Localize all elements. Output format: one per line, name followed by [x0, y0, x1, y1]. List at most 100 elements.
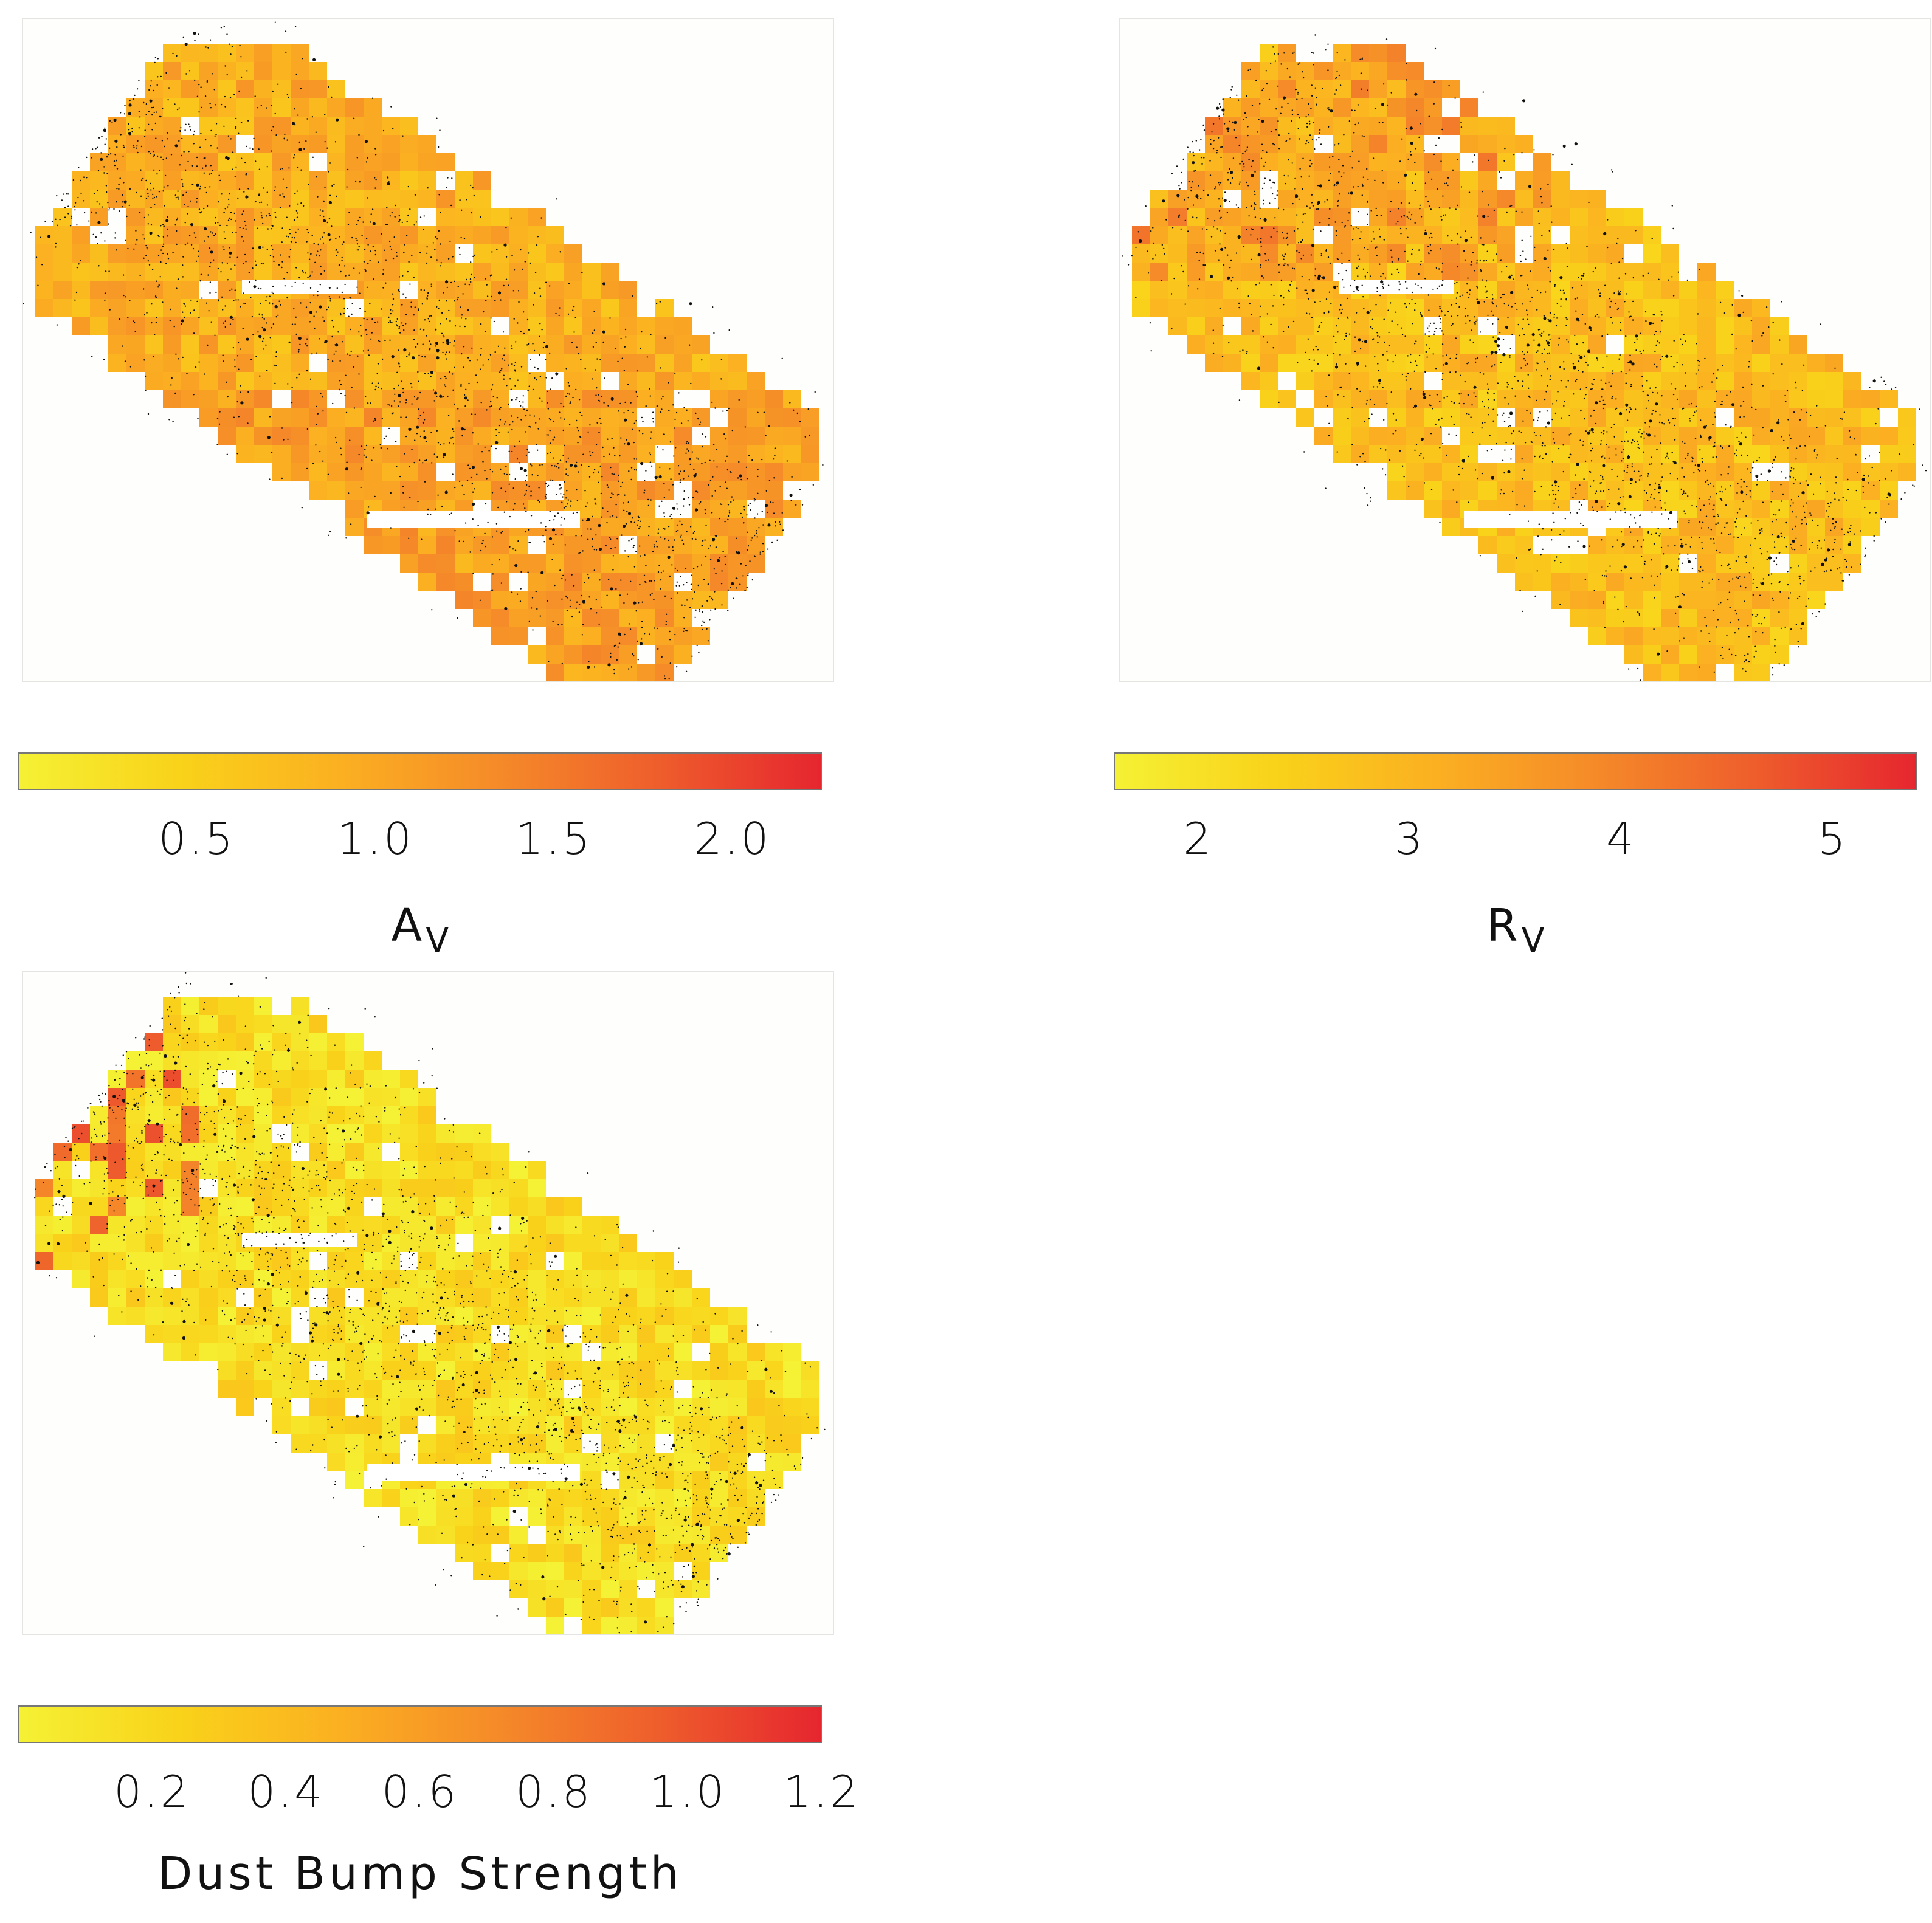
bump-map-pixel — [637, 1343, 655, 1361]
rv-map-pixel — [1369, 445, 1387, 463]
av-map-pixel — [637, 335, 655, 354]
av-map-pixel — [564, 554, 582, 573]
rv-map-pixel — [1533, 281, 1551, 299]
rv-map-pixel — [1168, 317, 1187, 335]
rv-map-pixel — [1752, 481, 1770, 500]
av-map-pixel — [655, 481, 674, 500]
av-map-pixel — [473, 226, 491, 244]
av-map-pixel — [181, 80, 199, 98]
bump-map-pixel — [364, 1088, 382, 1106]
rv-map-pixel — [1716, 445, 1734, 463]
bump-map-pixel — [509, 1197, 528, 1216]
av-map-pixel — [236, 427, 254, 445]
bump-map-pixel — [327, 1453, 345, 1471]
rv-map-pixel — [1515, 573, 1533, 591]
rv-map-pixel — [1387, 408, 1406, 427]
bump-map-pixel — [163, 1252, 181, 1270]
rv-map-pixel — [1789, 463, 1807, 481]
rv-chip-gap — [1464, 511, 1677, 528]
av-map-pixel — [327, 372, 345, 390]
rv-map-pixel — [1314, 171, 1333, 190]
av-map-pixel — [291, 317, 309, 335]
bump-map-pixel — [637, 1598, 655, 1617]
av-map-pixel — [655, 408, 674, 427]
bump-map-pixel — [126, 1307, 145, 1325]
bump-map-pixel — [728, 1471, 747, 1489]
rv-map-pixel — [1296, 263, 1314, 281]
bump-map-pixel — [455, 1161, 473, 1179]
rv-map-pixel — [1333, 62, 1351, 80]
bump-map-pixel — [564, 1598, 582, 1617]
av-map-pixel — [364, 190, 382, 208]
bump-map-pixel — [272, 1416, 291, 1434]
rv-map-pixel — [1497, 372, 1515, 390]
bump-map-pixel — [126, 1288, 145, 1307]
av-map-pixel — [364, 445, 382, 463]
rv-map-pixel — [1387, 135, 1406, 153]
rv-map-pixel — [1351, 117, 1369, 135]
av-map-pixel — [546, 627, 564, 645]
av-map-pixel — [655, 463, 674, 481]
rv-map-pixel — [1333, 153, 1351, 171]
rv-map-pixel — [1260, 226, 1278, 244]
rv-map-pixel — [1861, 390, 1880, 408]
bump-map-pixel — [364, 1361, 382, 1380]
bump-map-pixel — [382, 1416, 400, 1434]
bump-map-pixel — [601, 1562, 619, 1580]
av-map-pixel — [218, 317, 236, 335]
av-map-pixel — [145, 299, 163, 317]
bump-map-pixel — [601, 1398, 619, 1416]
rv-map-pixel — [1551, 190, 1570, 208]
av-map-pixel — [546, 664, 564, 681]
av-map-pixel — [145, 281, 163, 299]
bump-map-pixel — [72, 1143, 90, 1161]
av-map-pixel — [272, 354, 291, 372]
bump-title-main: Dust Bump Strength — [157, 1848, 683, 1900]
rv-map-pixel — [1697, 372, 1716, 390]
av-map-pixel — [218, 372, 236, 390]
bump-map-svg — [34, 972, 826, 1634]
av-map-pixel — [674, 335, 692, 354]
rv-map-pixel — [1752, 573, 1770, 591]
bump-map-pixel — [291, 1343, 309, 1361]
rv-tick-label: 5 — [1817, 813, 1848, 864]
rv-map-pixel — [1260, 44, 1278, 62]
av-tick-label: 0.5 — [158, 813, 236, 864]
rv-map-pixel — [1406, 372, 1424, 390]
bump-map-pixel — [345, 1361, 364, 1380]
bump-map-pixel — [546, 1562, 564, 1580]
bump-map-pixel — [436, 1197, 455, 1216]
av-map-pixel — [345, 463, 364, 481]
av-map-pixel — [181, 299, 199, 317]
av-map-pixel — [364, 463, 382, 481]
av-map-pixel — [400, 354, 418, 372]
av-map-pixel — [674, 536, 692, 554]
bump-map-pixel — [546, 1598, 564, 1617]
av-map-pixel — [400, 299, 418, 317]
bump-map-pixel — [163, 1033, 181, 1051]
av-map-pixel — [364, 536, 382, 554]
rv-map-pixel — [1260, 281, 1278, 299]
av-map-pixel — [35, 263, 53, 281]
rv-map-pixel — [1588, 354, 1606, 372]
rv-map-pixel — [1260, 354, 1278, 372]
rv-star-overlay — [1122, 34, 1927, 681]
rv-map-pixel — [1697, 317, 1716, 335]
av-map-pixel — [345, 445, 364, 463]
bump-map-pixel — [126, 1051, 145, 1070]
av-map-pixel — [637, 427, 655, 445]
rv-map-pixel — [1716, 573, 1734, 591]
rv-map-pixel — [1241, 62, 1260, 80]
bump-map-pixel — [345, 1216, 364, 1234]
av-map-pixel — [254, 190, 272, 208]
bump-map-pixel — [655, 1562, 674, 1580]
av-map-pixel — [199, 335, 218, 354]
rv-map-pixel — [1223, 263, 1241, 281]
av-map-pixel — [601, 518, 619, 536]
av-map-pixel — [126, 244, 145, 263]
av-map-pixel — [436, 354, 455, 372]
bump-map-pixel — [108, 1288, 126, 1307]
av-map-pixel — [582, 445, 601, 463]
bump-map-pixel — [528, 1325, 546, 1343]
rv-map-pixel — [1515, 390, 1533, 408]
